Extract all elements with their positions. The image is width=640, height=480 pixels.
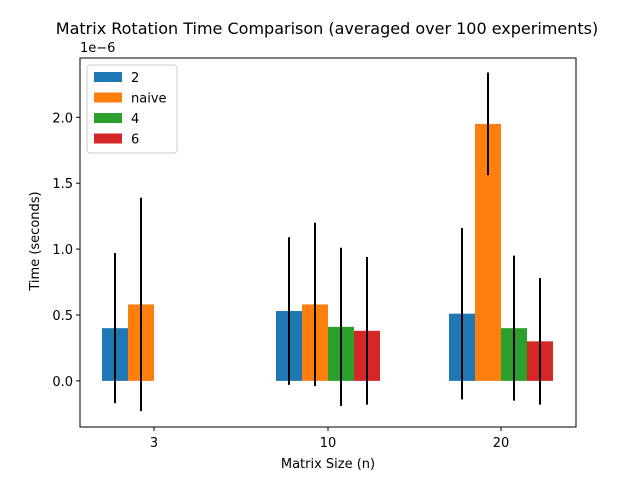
legend-box xyxy=(86,64,178,154)
x-tick-label: 20 xyxy=(493,436,510,451)
legend-swatch-4 xyxy=(94,113,122,123)
x-tick-label: 10 xyxy=(320,436,337,451)
y-axis-label: Time (seconds) xyxy=(28,191,43,291)
legend-swatch-2 xyxy=(94,72,122,82)
legend-label-2: 2 xyxy=(131,71,139,86)
x-tick-label: 3 xyxy=(150,436,158,451)
plot-area: 0.0 0.5 1.0 1.5 2.0 3 10 20 2 naive 4 6 xyxy=(52,57,577,451)
y-tick-label: 1.5 xyxy=(52,177,73,192)
y-axis-scale-label: 1e−6 xyxy=(80,41,115,56)
legend-label-4: 4 xyxy=(131,112,139,127)
y-tick-label: 0.0 xyxy=(52,375,73,390)
y-tick-label: 2.0 xyxy=(52,111,73,126)
y-tick-label: 0.5 xyxy=(52,309,73,324)
legend-swatch-naive xyxy=(94,92,122,103)
y-tick-label: 1.0 xyxy=(52,243,73,258)
legend-label-naive: naive xyxy=(131,92,167,107)
chart-title: Matrix Rotation Time Comparison (average… xyxy=(56,19,598,38)
legend-label-6: 6 xyxy=(131,133,139,148)
legend-swatch-6 xyxy=(94,133,122,144)
x-axis-label: Matrix Size (n) xyxy=(281,457,375,472)
